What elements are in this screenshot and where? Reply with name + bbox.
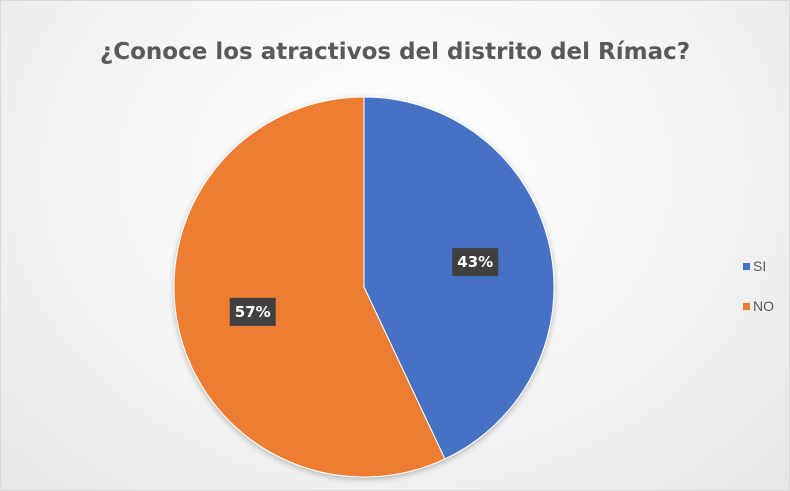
legend-item-si: SI	[743, 256, 774, 276]
data-label-no: 57%	[229, 297, 276, 326]
data-label-box	[229, 297, 276, 326]
chart-title: ¿Conoce los atractivos del distrito del …	[99, 39, 691, 65]
pie-slice-no	[173, 96, 446, 478]
legend-label-no: NO	[753, 298, 774, 314]
legend-swatch-no	[743, 303, 750, 310]
data-label-box	[452, 248, 499, 277]
data-label-text: 43%	[457, 253, 493, 271]
legend-label-si: SI	[753, 258, 767, 274]
data-label-text: 57%	[235, 303, 271, 321]
legend-item-no: NO	[743, 296, 774, 316]
pie-slice-si	[363, 96, 555, 460]
legend-swatch-si	[743, 263, 750, 270]
legend: SI NO	[743, 256, 774, 336]
data-label-si: 43%	[452, 248, 499, 277]
